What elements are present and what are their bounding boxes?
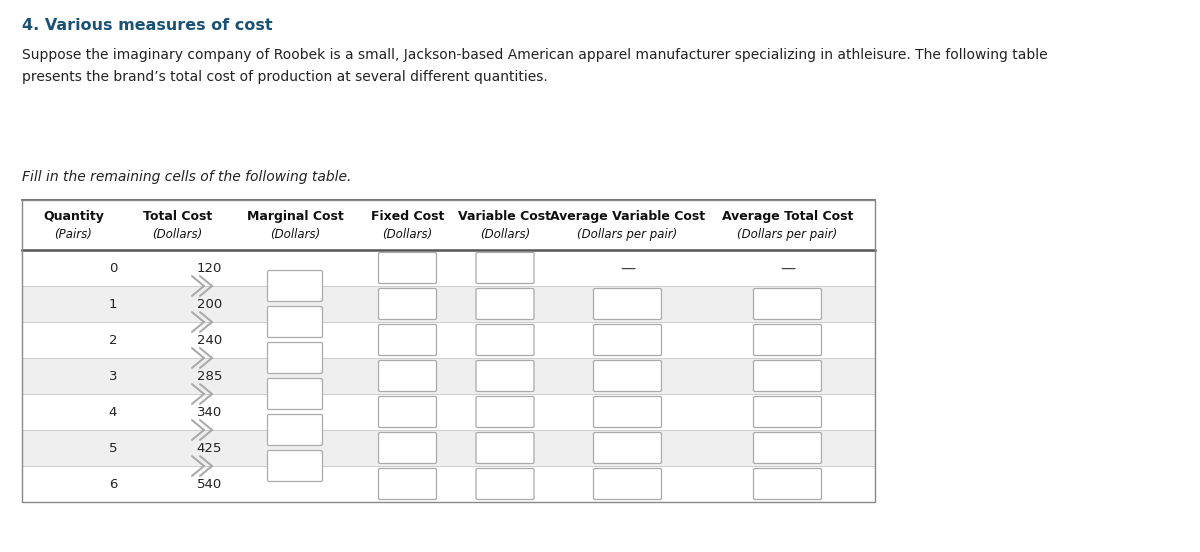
Text: 2: 2: [108, 333, 118, 347]
Bar: [22, 466, 875, 502]
Text: Fixed Cost: Fixed Cost: [371, 210, 444, 223]
FancyBboxPatch shape: [476, 360, 534, 391]
Bar: [22, 200, 875, 502]
Text: 4. Various measures of cost: 4. Various measures of cost: [22, 18, 272, 33]
FancyBboxPatch shape: [754, 289, 822, 320]
Text: 4: 4: [109, 406, 118, 418]
Text: Suppose the imaginary company of Roobek is a small, Jackson-based American appar: Suppose the imaginary company of Roobek …: [22, 48, 1048, 62]
Text: 1: 1: [108, 298, 118, 310]
Text: 240: 240: [197, 333, 222, 347]
Text: (Dollars): (Dollars): [152, 228, 203, 241]
Text: 0: 0: [109, 262, 118, 274]
Bar: [22, 250, 875, 286]
Text: Fill in the remaining cells of the following table.: Fill in the remaining cells of the follo…: [22, 170, 352, 184]
FancyBboxPatch shape: [476, 325, 534, 355]
FancyBboxPatch shape: [476, 469, 534, 500]
Text: Average Total Cost: Average Total Cost: [722, 210, 853, 223]
FancyBboxPatch shape: [754, 469, 822, 500]
FancyBboxPatch shape: [476, 252, 534, 284]
FancyBboxPatch shape: [378, 396, 437, 427]
FancyBboxPatch shape: [754, 325, 822, 355]
Text: Average Variable Cost: Average Variable Cost: [550, 210, 706, 223]
Text: —: —: [780, 261, 796, 275]
Text: 120: 120: [197, 262, 222, 274]
FancyBboxPatch shape: [378, 469, 437, 500]
FancyBboxPatch shape: [476, 396, 534, 427]
Bar: [22, 394, 875, 430]
Text: 540: 540: [197, 477, 222, 491]
Text: (Dollars): (Dollars): [383, 228, 433, 241]
Text: 6: 6: [109, 477, 118, 491]
Text: (Dollars per pair): (Dollars per pair): [737, 228, 838, 241]
Text: Marginal Cost: Marginal Cost: [247, 210, 343, 223]
FancyBboxPatch shape: [476, 433, 534, 464]
FancyBboxPatch shape: [594, 433, 661, 464]
Text: (Pairs): (Pairs): [54, 228, 92, 241]
Bar: [22, 200, 875, 250]
Text: (Dollars per pair): (Dollars per pair): [577, 228, 678, 241]
FancyBboxPatch shape: [268, 450, 323, 481]
Text: 200: 200: [197, 298, 222, 310]
FancyBboxPatch shape: [268, 379, 323, 410]
Text: 5: 5: [108, 442, 118, 454]
FancyBboxPatch shape: [378, 433, 437, 464]
FancyBboxPatch shape: [594, 469, 661, 500]
Text: presents the brand’s total cost of production at several different quantities.: presents the brand’s total cost of produ…: [22, 70, 547, 84]
FancyBboxPatch shape: [594, 289, 661, 320]
FancyBboxPatch shape: [754, 433, 822, 464]
Bar: [22, 430, 875, 466]
Text: Variable Cost: Variable Cost: [458, 210, 552, 223]
FancyBboxPatch shape: [594, 396, 661, 427]
FancyBboxPatch shape: [476, 289, 534, 320]
FancyBboxPatch shape: [594, 325, 661, 355]
FancyBboxPatch shape: [754, 396, 822, 427]
FancyBboxPatch shape: [378, 360, 437, 391]
Text: —: —: [620, 261, 635, 275]
Text: 340: 340: [197, 406, 222, 418]
Text: Total Cost: Total Cost: [143, 210, 212, 223]
FancyBboxPatch shape: [268, 342, 323, 374]
FancyBboxPatch shape: [268, 415, 323, 445]
FancyBboxPatch shape: [754, 360, 822, 391]
Bar: [22, 358, 875, 394]
Text: (Dollars): (Dollars): [270, 228, 320, 241]
Text: (Dollars): (Dollars): [480, 228, 530, 241]
Text: 285: 285: [197, 369, 222, 383]
Text: 425: 425: [197, 442, 222, 454]
FancyBboxPatch shape: [268, 270, 323, 301]
Bar: [22, 322, 875, 358]
FancyBboxPatch shape: [378, 289, 437, 320]
FancyBboxPatch shape: [378, 325, 437, 355]
Text: 3: 3: [108, 369, 118, 383]
FancyBboxPatch shape: [268, 306, 323, 337]
Text: Quantity: Quantity: [43, 210, 104, 223]
FancyBboxPatch shape: [594, 360, 661, 391]
Bar: [22, 286, 875, 322]
FancyBboxPatch shape: [378, 252, 437, 284]
